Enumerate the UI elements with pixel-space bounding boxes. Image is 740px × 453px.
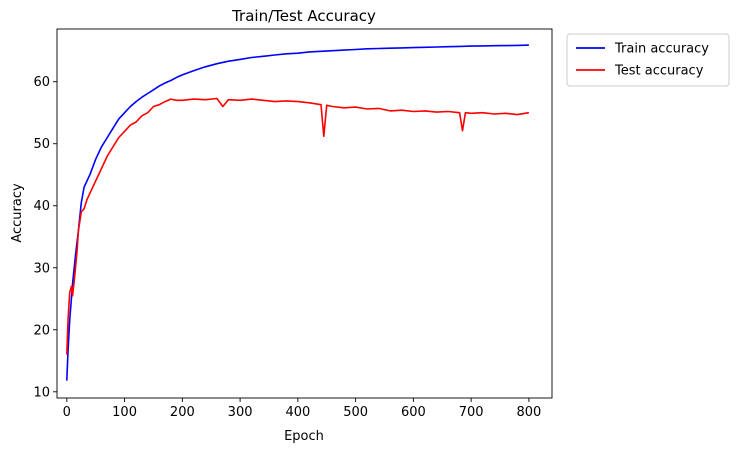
y-axis-label: Accuracy bbox=[10, 183, 25, 243]
series-line-test bbox=[66, 97, 530, 355]
legend: Train accuracy Test accuracy bbox=[566, 33, 730, 87]
x-axis-label: Epoch bbox=[284, 429, 324, 444]
x-tick-label: 0 bbox=[63, 405, 71, 420]
legend-box bbox=[566, 33, 730, 87]
y-tick-label: 40 bbox=[33, 199, 50, 214]
x-tick-label: 600 bbox=[401, 405, 426, 420]
x-tick-label: 700 bbox=[459, 405, 484, 420]
y-tick-label: 10 bbox=[33, 385, 50, 400]
x-tick-label: 500 bbox=[343, 405, 368, 420]
y-tick-label: 50 bbox=[33, 137, 50, 152]
x-axis: 0 100 200 300 400 500 600 700 800 bbox=[63, 398, 541, 420]
y-tick-label: 20 bbox=[33, 323, 50, 338]
x-tick-label: 400 bbox=[285, 405, 310, 420]
y-tick-label: 30 bbox=[33, 261, 50, 276]
chart-title: Train/Test Accuracy bbox=[231, 7, 376, 25]
plot-frame bbox=[56, 28, 553, 399]
y-tick-label: 60 bbox=[33, 75, 50, 90]
x-tick-label: 100 bbox=[112, 405, 137, 420]
legend-label: Train accuracy bbox=[614, 42, 709, 57]
x-tick-label: 200 bbox=[170, 405, 195, 420]
series-line-train bbox=[66, 44, 529, 381]
legend-label: Test accuracy bbox=[614, 64, 704, 79]
x-tick-label: 300 bbox=[228, 405, 253, 420]
x-tick-label: 800 bbox=[516, 405, 541, 420]
plot-lines bbox=[66, 44, 530, 381]
y-axis: 10 20 30 40 50 60 bbox=[33, 75, 57, 400]
plot-area bbox=[57, 29, 552, 398]
